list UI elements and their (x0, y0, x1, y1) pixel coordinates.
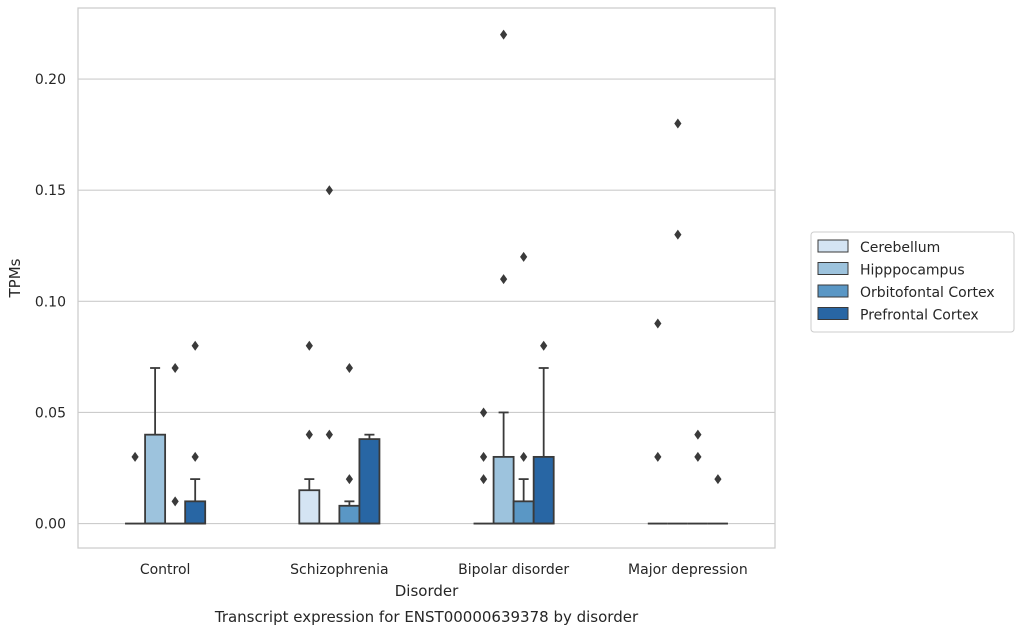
x-tick-label: Major depression (628, 562, 748, 578)
outlier-point (191, 451, 199, 462)
outlier-point (540, 340, 548, 351)
box-orbitofontal-cortex (512, 251, 535, 525)
outlier-point (191, 340, 199, 351)
box-body (492, 455, 515, 525)
box-hipppocampus (319, 185, 340, 525)
box-orbitofontal-cortex (165, 363, 186, 525)
legend-label: Hipppocampus (860, 263, 965, 279)
y-tick-label: 0.15 (35, 183, 66, 199)
outlier-point (479, 474, 488, 485)
outlier-point (305, 340, 313, 351)
outlier-point (674, 118, 682, 129)
box-cerebellum (473, 407, 494, 525)
outlier-point (694, 451, 702, 462)
box-body (338, 504, 361, 525)
box-cerebellum (125, 451, 146, 525)
outlier-point (345, 474, 353, 485)
outlier-point (694, 429, 702, 440)
box-body (144, 433, 167, 525)
y-tick-label: 0.00 (35, 517, 66, 533)
box-prefrontal-cortex (707, 474, 728, 525)
box-body (512, 500, 535, 525)
box-hipppocampus (144, 367, 167, 525)
x-axis-label: Disorder (395, 582, 459, 600)
plot-frame (77, 7, 776, 549)
outlier-point (479, 451, 488, 462)
outlier-point (500, 29, 508, 40)
x-tick-labels: Control Schizophrenia Bipolar disorder Majo… (140, 562, 748, 578)
box-hipppocampus (492, 29, 515, 525)
box-prefrontal-cortex (184, 340, 207, 525)
box-body (184, 500, 207, 525)
outlier-point (479, 407, 488, 418)
outlier-point (714, 474, 722, 485)
legend-label: Orbitofontal Cortex (860, 285, 995, 301)
box-orbitofontal-cortex (687, 429, 708, 525)
legend-label: Prefrontal Cortex (860, 308, 979, 324)
legend-swatch (817, 262, 849, 275)
legend-label: Cerebellum (860, 240, 940, 256)
grid-lines (78, 78, 775, 525)
outlier-point (520, 451, 528, 462)
outlier-point (654, 318, 662, 329)
outlier-point (305, 429, 313, 440)
y-tick-label: 0.05 (35, 405, 66, 421)
outlier-point (500, 274, 508, 285)
legend-swatch (817, 307, 849, 320)
y-tick-label: 0.20 (35, 72, 66, 88)
box-cerebellum (647, 318, 668, 525)
y-axis-label: TPMs (6, 258, 24, 298)
outlier-point (654, 451, 662, 462)
outlier-point (171, 363, 179, 373)
outlier-point (171, 496, 179, 507)
chart-caption: Transcript expression for ENST0000063937… (214, 608, 639, 626)
boxes (125, 29, 728, 525)
outlier-point (674, 229, 682, 240)
box-hipppocampus (667, 118, 688, 525)
box-body (532, 455, 555, 525)
x-tick-label: Bipolar disorder (458, 562, 569, 578)
legend-swatch (817, 284, 849, 298)
box-body (298, 489, 321, 525)
outlier-point (131, 451, 139, 462)
outlier-point (520, 251, 528, 262)
outlier-point (345, 363, 353, 373)
legend-frame (810, 231, 1015, 333)
y-tick-label: 0.10 (35, 294, 66, 310)
legend: Cerebellum Hipppocampus Orbitofontal Corte… (810, 231, 1015, 333)
x-tick-label: Schizophrenia (290, 562, 388, 578)
box-prefrontal-cortex (532, 340, 555, 525)
y-tick-labels: 0.00 0.05 0.10 0.15 0.20 (35, 72, 66, 532)
legend-swatch (817, 239, 849, 253)
box-cerebellum (298, 340, 321, 525)
outlier-point (325, 185, 333, 196)
x-tick-label: Control (140, 562, 191, 578)
box-orbitofontal-cortex (338, 363, 361, 525)
outlier-point (325, 429, 333, 440)
box-prefrontal-cortex (358, 433, 381, 525)
box-body (358, 438, 381, 525)
